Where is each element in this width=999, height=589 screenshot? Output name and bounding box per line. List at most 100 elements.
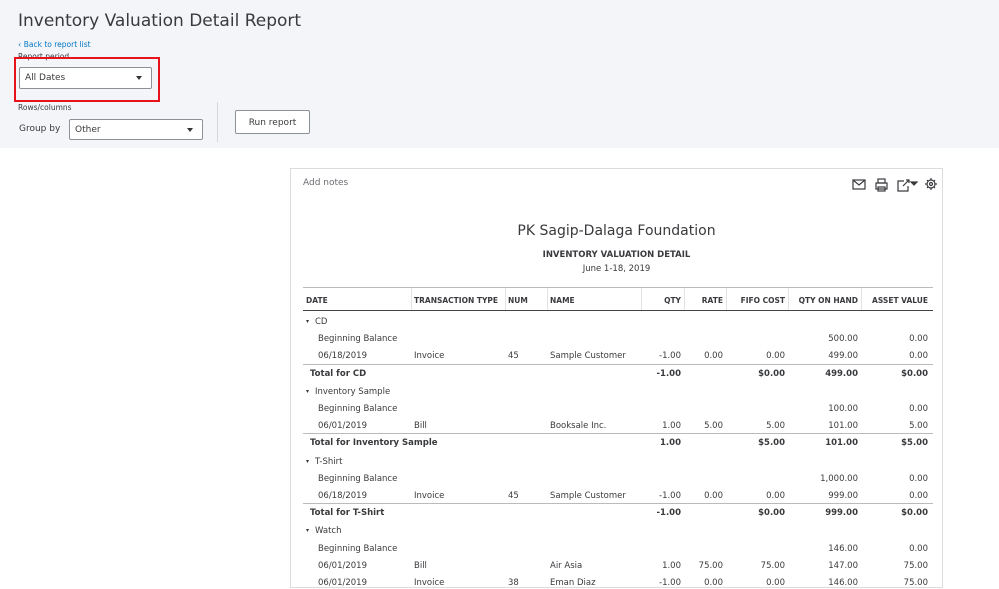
column-header: DATE xyxy=(306,296,328,305)
group-caret: ▾ xyxy=(306,387,310,395)
total-cell: $5.00 xyxy=(758,438,785,449)
table-cell: 0.00 xyxy=(909,334,928,345)
group-caret: ▾ xyxy=(306,527,310,535)
settings-icon[interactable] xyxy=(925,178,937,190)
column-header: NAME xyxy=(550,296,575,305)
table-cell: 5.00 xyxy=(704,421,723,432)
run-report-button[interactable]: Run report xyxy=(235,110,310,134)
group-by-dropdown[interactable]: Other xyxy=(69,119,203,140)
email-icon[interactable] xyxy=(852,179,866,190)
table-cell: Invoice xyxy=(414,578,445,588)
group-caret: ▾ xyxy=(306,318,310,325)
column-divider xyxy=(861,288,862,310)
table-cell: 100.00 xyxy=(828,404,858,414)
column-header: ASSET VALUE xyxy=(872,296,928,305)
add-notes[interactable]: Add notes xyxy=(303,178,349,188)
table-cell: 06/01/2019 xyxy=(318,421,367,432)
table-cell: 06/18/2019 xyxy=(318,351,367,362)
total-cell: 1.00 xyxy=(660,438,681,449)
column-divider xyxy=(641,288,642,310)
total-cell: Total for CD xyxy=(310,368,367,379)
total-cell: Total for Inventory Sample xyxy=(310,438,438,449)
table-cell: Beginning Balance xyxy=(318,334,398,345)
report-table: DATE TRANSACTION TYPE NUM NAME QTY RATE FIFO C… xyxy=(291,169,942,589)
column-divider xyxy=(684,288,685,310)
total-rule xyxy=(303,433,933,435)
column-divider xyxy=(547,288,548,310)
table-cell: 999.00 xyxy=(828,491,858,501)
table-cell: Eman Diaz xyxy=(550,578,596,588)
table-cell: 5.00 xyxy=(766,421,785,432)
table-cell: 0.00 xyxy=(704,491,723,501)
export-icon[interactable] xyxy=(897,179,919,192)
table-cell: Invoice xyxy=(414,351,445,362)
table-cell: 1.00 xyxy=(662,560,681,571)
table-cell: 38 xyxy=(508,578,519,588)
table-cell: 75.00 xyxy=(760,560,785,571)
table-cell: 146.00 xyxy=(828,578,858,588)
table-cell: Beginning Balance xyxy=(318,404,398,414)
total-cell: Total for T-Shirt xyxy=(310,508,385,519)
table-cell: Bill xyxy=(414,560,427,571)
column-header: FIFO COST xyxy=(740,296,785,305)
divider xyxy=(217,102,218,142)
group-by-value[interactable]: Other xyxy=(75,125,101,135)
group-name: Inventory Sample xyxy=(315,386,391,397)
table-cell: 0.00 xyxy=(909,543,928,554)
table-cell: 0.00 xyxy=(909,473,928,484)
back-link-text[interactable]: Back to report list xyxy=(23,40,91,49)
table-cell: Beginning Balance xyxy=(318,543,398,554)
company-name: PK Sagip-Dalaga Foundation xyxy=(517,223,716,239)
table-cell: -1.00 xyxy=(659,578,681,588)
table-cell: Bill xyxy=(414,421,427,432)
total-rule xyxy=(303,503,933,505)
column-divider xyxy=(505,288,506,310)
report-period-label: Report period xyxy=(18,52,70,61)
report-period-value[interactable]: All Dates xyxy=(25,73,66,83)
total-cell: $5.00 xyxy=(901,438,928,449)
total-rule xyxy=(303,363,933,365)
total-cell: 101.00 xyxy=(825,438,858,449)
column-header: RATE xyxy=(701,296,723,305)
table-cell: 101.00 xyxy=(828,421,858,432)
table-cell: Air Asia xyxy=(550,560,583,571)
column-divider xyxy=(726,288,727,310)
table-cell: -1.00 xyxy=(659,491,681,501)
column-header: NUM xyxy=(508,296,528,305)
table-cell: Sample Customer xyxy=(550,351,626,362)
print-icon[interactable] xyxy=(875,178,888,192)
header-rule xyxy=(303,310,933,311)
group-name: T-Shirt xyxy=(315,456,343,467)
total-cell: $0.00 xyxy=(901,368,928,379)
table-cell: 06/01/2019 xyxy=(318,578,367,588)
table-cell: 0.00 xyxy=(909,491,928,501)
column-header: QTY ON HAND xyxy=(798,296,858,305)
table-cell: Sample Customer xyxy=(550,491,626,501)
total-cell: -1.00 xyxy=(656,368,682,379)
table-cell: 0.00 xyxy=(766,578,785,588)
table-cell: -1.00 xyxy=(659,351,681,362)
table-cell: 0.00 xyxy=(909,404,928,414)
table-cell: 147.00 xyxy=(828,560,858,571)
table-cell: 45 xyxy=(508,351,519,362)
group-caret: ▾ xyxy=(306,457,310,465)
table-cell: 146.00 xyxy=(828,543,858,554)
rows-columns-label: Rows/columns xyxy=(18,103,72,112)
table-top-rule xyxy=(303,287,933,288)
report-panel: Add notes PK Sagip-Dalaga Foundation INV… xyxy=(290,168,943,588)
table-cell: Beginning Balance xyxy=(318,473,398,484)
highlight-box xyxy=(14,57,160,102)
table-cell: 75.00 xyxy=(903,578,928,588)
group-name: CD xyxy=(315,317,328,327)
table-cell: 1.00 xyxy=(662,421,681,432)
table-cell: 1,000.00 xyxy=(820,473,858,484)
back-link[interactable]: ‹ Back to report list xyxy=(18,40,91,49)
report-period-dropdown[interactable]: All Dates xyxy=(19,67,152,89)
group-by-label: Group by xyxy=(19,124,61,134)
total-cell: $0.00 xyxy=(758,508,785,519)
table-cell: 45 xyxy=(508,491,519,501)
table-cell: 75.00 xyxy=(698,560,723,571)
column-header: QTY xyxy=(664,296,681,305)
table-cell: 0.00 xyxy=(766,491,785,501)
